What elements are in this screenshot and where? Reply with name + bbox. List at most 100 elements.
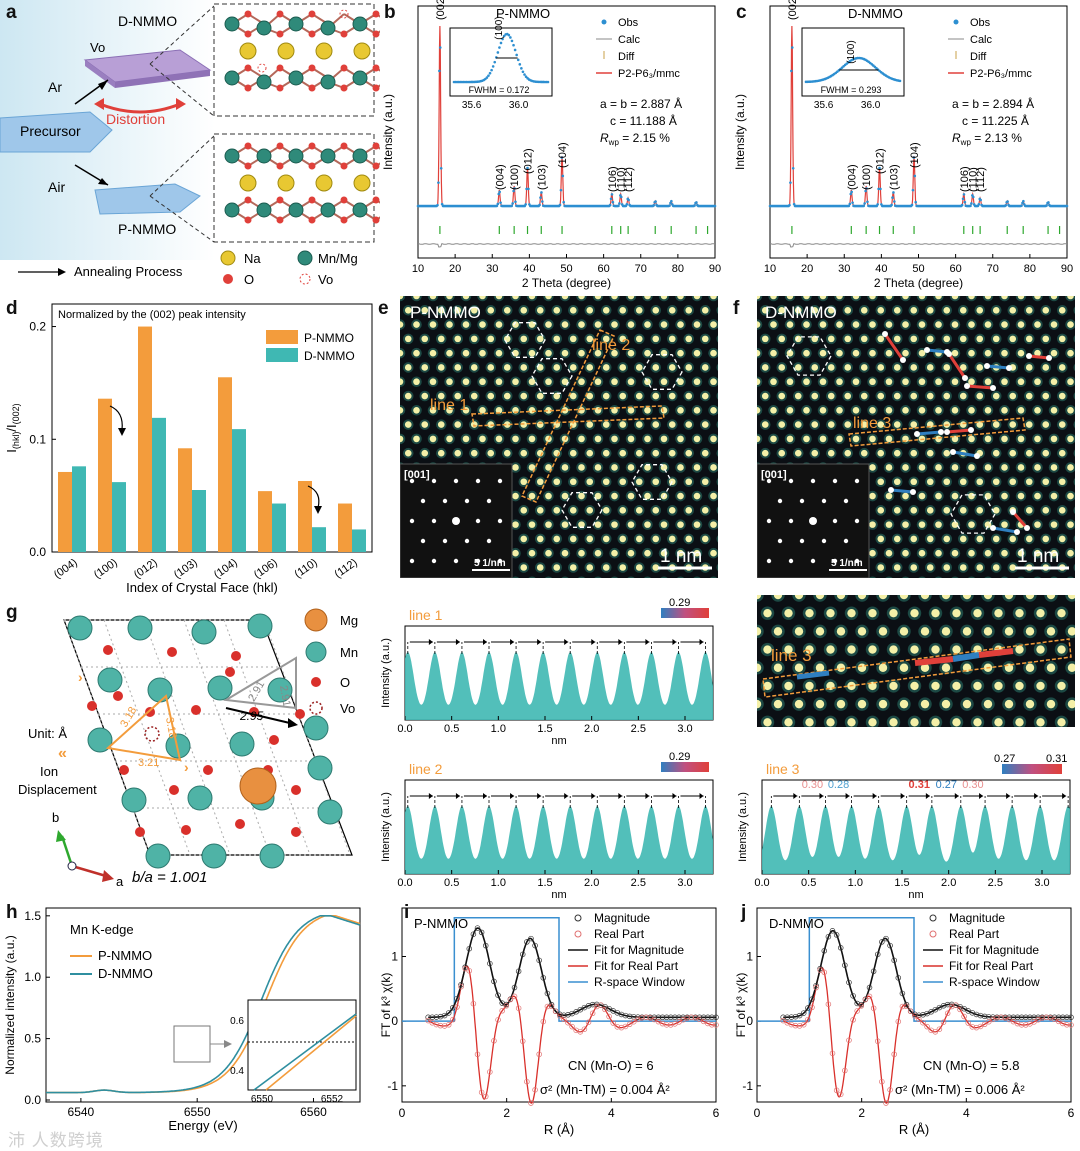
x-tick-label: 0.0: [397, 723, 412, 735]
y-tick-label: 0.1: [29, 432, 46, 446]
atom-column: [454, 449, 462, 457]
atom-column: [677, 492, 684, 500]
atom-column: [701, 421, 709, 428]
atom-column: [968, 492, 975, 500]
magnitude-point: [1064, 1014, 1070, 1021]
atom-column: [902, 521, 909, 528]
dimer-atom: [938, 429, 944, 435]
atom-column: [805, 608, 814, 618]
atom-column: [959, 564, 967, 571]
dimer-bond: [1011, 511, 1029, 529]
atom-column: [429, 321, 437, 328]
atom-column: [899, 699, 909, 709]
atom-column: [1001, 349, 1008, 357]
gray-triangle: [222, 656, 297, 710]
atom-column: [503, 306, 511, 314]
atom-column: [1025, 699, 1035, 709]
obs-point: [713, 204, 717, 208]
atom-column: [594, 464, 602, 471]
atom-column: [778, 449, 786, 457]
atom-column: [857, 595, 867, 600]
atom-column: [836, 595, 846, 600]
atom-column: [545, 521, 552, 528]
displacement-chevron: ›: [78, 669, 83, 685]
dist-label: 2.91: [277, 684, 293, 707]
atom-column: [1009, 449, 1017, 457]
magnitude-point: [524, 939, 530, 945]
a-axis: [71, 864, 107, 878]
param-c: c = 11.188 Å: [610, 113, 677, 128]
legend-label: Magnitude: [594, 911, 650, 925]
obs-point: [510, 204, 514, 208]
atom-column: [701, 392, 709, 400]
x-tick-label: 2.5: [631, 723, 646, 735]
atom-column: [992, 564, 1000, 571]
atom-column: [1058, 449, 1066, 457]
inset-p-line: [265, 1015, 357, 1091]
atom-column: [902, 492, 909, 500]
atom-column: [836, 699, 846, 709]
x-tick-label: 2.0: [584, 877, 599, 889]
obs-points: [768, 46, 1069, 208]
atom-column: [819, 435, 827, 443]
atom-halo: [716, 420, 718, 429]
atom-column: [1017, 407, 1025, 414]
atom-column: [844, 335, 852, 343]
bar-p-112: [338, 503, 352, 552]
o-atom: [308, 64, 316, 72]
atom-halo: [577, 576, 586, 578]
atom-column: [652, 449, 660, 457]
magnitude-point: [817, 965, 823, 972]
atom-column: [1001, 378, 1008, 386]
peak-label: (104): [557, 142, 569, 168]
b-arrowhead: [56, 830, 66, 842]
o-atom: [135, 827, 145, 837]
legend-p: P-NMMO: [98, 948, 152, 963]
peak-label: (103): [536, 164, 548, 190]
atom-column: [421, 449, 429, 457]
obs-point: [524, 203, 527, 206]
grid-line: [263, 619, 351, 856]
atom-halo: [1073, 335, 1075, 343]
magnitude-point: [879, 939, 885, 945]
atom-column: [437, 335, 445, 343]
atom-column: [868, 608, 877, 618]
atom-column: [635, 421, 643, 428]
x-tick-label: (106): [252, 557, 280, 582]
atom-column: [973, 718, 982, 727]
peak-label: (012): [875, 148, 887, 174]
fft-spot: [486, 498, 492, 504]
real-point: [552, 1008, 559, 1015]
magnitude-point: [895, 975, 902, 981]
atom-halo: [1000, 576, 1009, 578]
atom-column: [935, 407, 942, 414]
atom-column: [902, 464, 909, 471]
atom-column: [962, 699, 972, 709]
x-tick-label: 40: [523, 263, 535, 275]
atom-column: [926, 335, 934, 343]
param-c: c = 11.225 Å: [962, 113, 1029, 128]
atom-column: [761, 449, 769, 457]
atom-column: [685, 306, 693, 314]
atom-column: [976, 335, 984, 343]
tm-atom: [224, 202, 240, 218]
atom-column: [569, 449, 577, 457]
magnitude-point: [454, 995, 460, 1002]
fft-spot: [843, 498, 849, 504]
o-atom: [372, 162, 380, 170]
atom-column: [569, 335, 577, 343]
atom-column: [685, 392, 693, 400]
mn-atom: [267, 677, 293, 703]
line3-box: [848, 417, 1026, 447]
atom-column: [454, 421, 462, 428]
atom-column: [770, 435, 777, 443]
fft-spot: [799, 538, 805, 544]
bar-p-104: [218, 377, 232, 552]
magnitude-point: [700, 1014, 707, 1021]
atom-column: [847, 608, 856, 618]
atom-column: [611, 521, 618, 528]
atom-column: [1036, 718, 1045, 727]
zone-axis: [001]: [761, 469, 787, 481]
fwhm-label: FWHM = 0.293: [821, 85, 882, 95]
atom-column: [910, 364, 918, 371]
